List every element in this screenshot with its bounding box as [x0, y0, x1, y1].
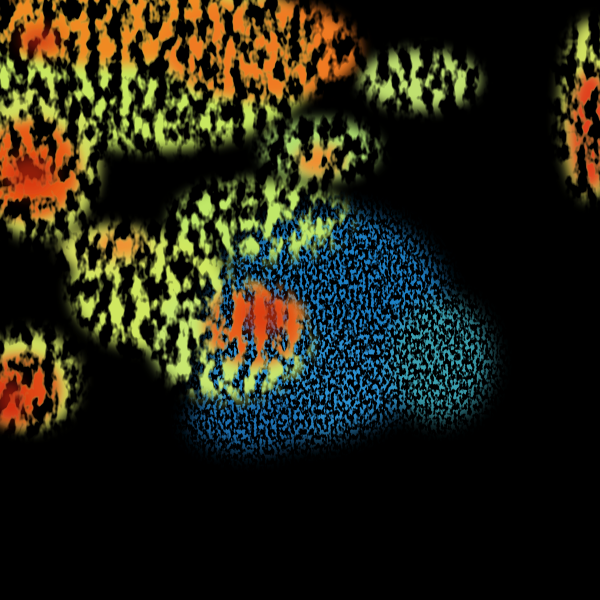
orange-core: [0, 0, 600, 425]
red-core: [0, 28, 290, 420]
